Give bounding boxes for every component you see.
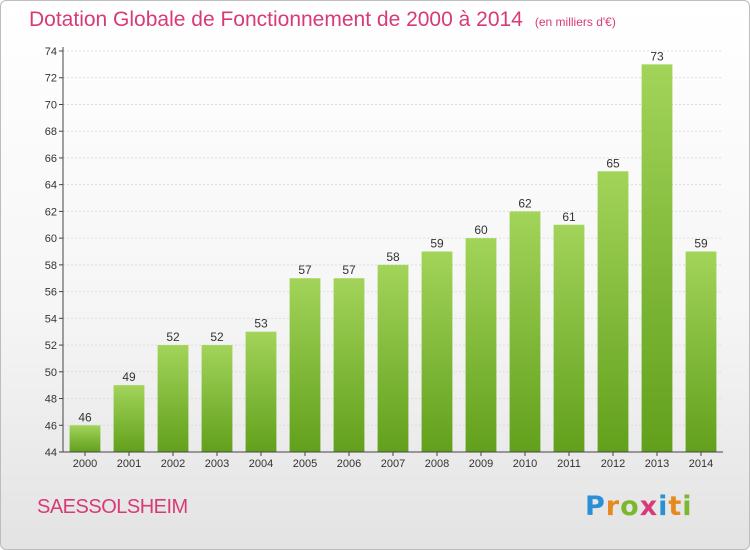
bars bbox=[69, 64, 717, 453]
data-label: 53 bbox=[254, 317, 268, 331]
x-tick-label: 2006 bbox=[337, 458, 361, 470]
y-tick-label: 70 bbox=[45, 99, 57, 111]
axes bbox=[59, 47, 723, 456]
data-label: 62 bbox=[518, 196, 532, 210]
bar bbox=[377, 264, 409, 452]
data-label: 49 bbox=[122, 370, 136, 384]
x-tick-label: 2005 bbox=[293, 458, 317, 470]
x-tick-label: 2007 bbox=[381, 458, 405, 470]
y-tick-label: 72 bbox=[45, 73, 57, 85]
bar bbox=[509, 211, 541, 452]
x-tick-label: 2001 bbox=[117, 458, 141, 470]
data-label: 65 bbox=[606, 156, 620, 170]
data-label: 73 bbox=[650, 49, 664, 63]
bar bbox=[597, 171, 629, 453]
x-tick-label: 2009 bbox=[469, 458, 493, 470]
proxiti-logo: Proxiti bbox=[585, 491, 693, 522]
bar bbox=[201, 345, 233, 452]
bar bbox=[553, 224, 585, 452]
y-tick-label: 50 bbox=[45, 367, 57, 379]
data-label: 57 bbox=[342, 263, 356, 277]
commune-name: SAESSOLSHEIM bbox=[37, 496, 188, 518]
data-label: 61 bbox=[562, 210, 576, 224]
chart-subtitle: (en milliers d'€) bbox=[534, 15, 616, 29]
x-tick-label: 2013 bbox=[645, 458, 669, 470]
bar bbox=[465, 238, 497, 452]
bar bbox=[333, 278, 365, 452]
bar bbox=[245, 331, 277, 452]
x-tick-label: 2002 bbox=[161, 458, 185, 470]
x-tick-label: 2010 bbox=[513, 458, 537, 470]
data-label: 52 bbox=[210, 330, 224, 344]
y-tick-label: 62 bbox=[45, 206, 57, 218]
data-label: 57 bbox=[298, 263, 312, 277]
y-tick-label: 66 bbox=[45, 153, 57, 165]
bar bbox=[289, 278, 321, 452]
y-tick-label: 54 bbox=[45, 313, 57, 325]
x-tick-label: 2004 bbox=[249, 458, 273, 470]
data-label: 59 bbox=[694, 237, 708, 251]
x-tick-label: 2003 bbox=[205, 458, 229, 470]
y-tick-label: 52 bbox=[45, 340, 57, 352]
x-tick-label: 2014 bbox=[689, 458, 713, 470]
bar bbox=[69, 425, 101, 452]
chart-title-text: Dotation Globale de Fonctionnement de 20… bbox=[29, 8, 523, 31]
bar bbox=[157, 345, 189, 452]
labels: 44 46 48 50 52 54 56 58 60 62 64 66 68 70 72 74 46 2000 49… bbox=[45, 46, 713, 470]
data-label: 60 bbox=[474, 223, 488, 237]
y-tick-label: 46 bbox=[45, 420, 57, 432]
y-tick-label: 56 bbox=[45, 287, 57, 299]
y-tick-label: 74 bbox=[45, 46, 57, 58]
y-tick-label: 48 bbox=[45, 394, 57, 406]
chart-title: Dotation Globale de Fonctionnement de 20… bbox=[29, 8, 616, 32]
bar bbox=[641, 64, 673, 452]
y-tick-label: 64 bbox=[45, 180, 57, 192]
data-label: 59 bbox=[430, 237, 444, 251]
y-tick-label: 60 bbox=[45, 233, 57, 245]
bar bbox=[421, 251, 453, 452]
data-label: 52 bbox=[166, 330, 180, 344]
y-tick-label: 68 bbox=[45, 126, 57, 138]
x-tick-label: 2011 bbox=[557, 458, 581, 470]
x-tick-label: 2000 bbox=[73, 458, 97, 470]
bar bbox=[113, 385, 145, 452]
data-label: 58 bbox=[386, 250, 400, 264]
bar bbox=[685, 251, 717, 452]
x-tick-label: 2012 bbox=[601, 458, 625, 470]
x-tick-label: 2008 bbox=[425, 458, 449, 470]
y-tick-label: 58 bbox=[45, 260, 57, 272]
data-label: 46 bbox=[78, 410, 92, 424]
y-tick-label: 44 bbox=[45, 447, 57, 459]
